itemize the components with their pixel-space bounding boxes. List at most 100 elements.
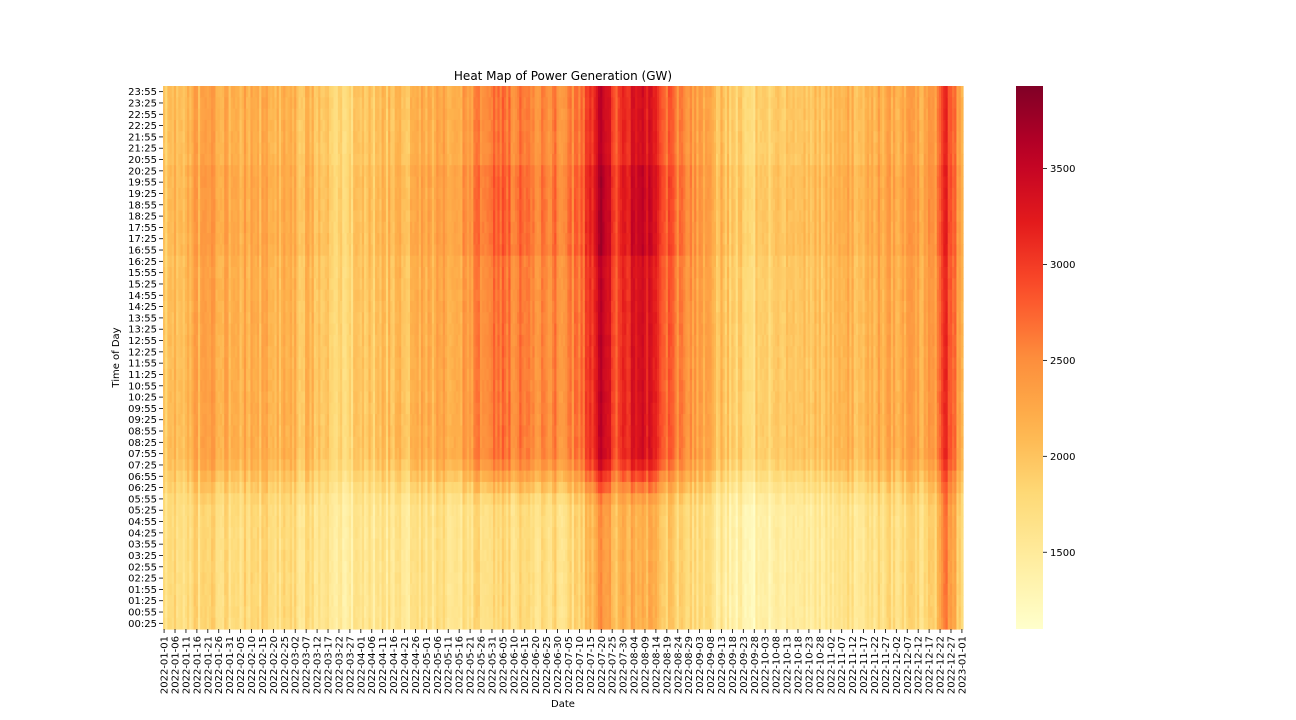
- heatmap-cell: [337, 481, 341, 494]
- heatmap-cell: [222, 255, 225, 268]
- heatmap-cell: [348, 142, 352, 155]
- heatmap-cell: [375, 380, 378, 393]
- heatmap-cell: [368, 233, 372, 245]
- heatmap-cell: [193, 289, 197, 302]
- heatmap-cell: [342, 470, 346, 483]
- heatmap-cell: [237, 414, 241, 426]
- heatmap-cell: [368, 402, 372, 415]
- heatmap-cell: [287, 380, 291, 393]
- heatmap-cell: [294, 221, 297, 234]
- heatmap-cell: [381, 481, 385, 494]
- heatmap-cell: [200, 278, 203, 291]
- heatmap-cell: [272, 187, 276, 200]
- heatmap-cell: [370, 278, 374, 291]
- heatmap-cell: [241, 244, 245, 257]
- heatmap-cell: [202, 278, 206, 291]
- heatmap-cell: [259, 549, 262, 562]
- heatmap-cell: [335, 549, 339, 562]
- heatmap-cell: [296, 583, 300, 596]
- heatmap-cell: [331, 617, 335, 630]
- heatmap-cell: [204, 97, 208, 110]
- heatmap-cell: [313, 470, 317, 483]
- heatmap-cell: [350, 481, 354, 494]
- heatmap-cell: [252, 459, 256, 472]
- heatmap-cell: [228, 595, 232, 607]
- heatmap-cell: [324, 572, 328, 585]
- heatmap-cell: [250, 481, 254, 494]
- heatmap-cell: [259, 595, 262, 607]
- heatmap-cell: [294, 368, 297, 381]
- heatmap-cell: [377, 572, 380, 585]
- heatmap-cell: [256, 527, 260, 540]
- heatmap-cell: [254, 323, 258, 336]
- heatmap-cell: [353, 233, 356, 245]
- heatmap-cell: [283, 300, 287, 313]
- heatmap-cell: [237, 153, 241, 166]
- heatmap-cell: [182, 583, 186, 596]
- heatmap-cell: [388, 459, 391, 472]
- heatmap-cell: [213, 176, 217, 189]
- heatmap-cell: [202, 255, 206, 268]
- heatmap-cell: [252, 255, 256, 268]
- heatmap-cell: [184, 572, 188, 585]
- heatmap-cell: [366, 244, 370, 257]
- heatmap-cell: [285, 391, 289, 404]
- heatmap-cell: [361, 267, 365, 279]
- heatmap-cell: [228, 481, 232, 494]
- heatmap-cell: [324, 391, 328, 404]
- heatmap-cell: [228, 617, 232, 630]
- heatmap-cell: [250, 459, 254, 472]
- heatmap-cell: [285, 267, 289, 279]
- heatmap-cell: [322, 199, 326, 212]
- heatmap-cell: [165, 538, 168, 551]
- heatmap-cell: [182, 323, 186, 336]
- heatmap-cell: [324, 549, 328, 562]
- heatmap-cell: [189, 436, 193, 449]
- heatmap-cell: [331, 436, 335, 449]
- heatmap-cell: [364, 289, 367, 302]
- heatmap-cell: [322, 583, 326, 596]
- heatmap-cell: [261, 312, 265, 325]
- heatmap-cell: [350, 357, 354, 370]
- heatmap-cell: [388, 346, 391, 359]
- heatmap-cell: [353, 131, 356, 144]
- heatmap-cell: [246, 617, 249, 630]
- heatmap-cell: [385, 165, 389, 178]
- heatmap-cell: [361, 86, 365, 98]
- heatmap-cell: [206, 289, 210, 302]
- heatmap-cell: [311, 278, 315, 291]
- heatmap-cell: [163, 470, 166, 483]
- heatmap-cell: [167, 436, 171, 449]
- heatmap-cell: [272, 391, 276, 404]
- heatmap-cell: [180, 97, 184, 110]
- heatmap-cell: [307, 255, 311, 268]
- heatmap-cell: [311, 617, 315, 630]
- heatmap-cell: [204, 165, 208, 178]
- heatmap-cell: [215, 414, 219, 426]
- heatmap-cell: [261, 346, 265, 359]
- heatmap-cell: [265, 380, 269, 393]
- heatmap-cell: [189, 131, 193, 144]
- heatmap-cell: [256, 414, 260, 426]
- heatmap-cell: [346, 119, 350, 132]
- heatmap-cell: [287, 481, 291, 494]
- heatmap-cell: [326, 267, 330, 279]
- heatmap-cell: [211, 538, 214, 551]
- heatmap-cell: [375, 255, 378, 268]
- heatmap-cell: [322, 459, 326, 472]
- heatmap-cell: [307, 278, 311, 291]
- heatmap-cell: [296, 561, 300, 574]
- heatmap-cell: [316, 289, 319, 302]
- heatmap-cell: [329, 312, 332, 325]
- heatmap-cell: [300, 459, 304, 472]
- heatmap-cell: [167, 221, 171, 234]
- heatmap-cell: [206, 165, 210, 178]
- heatmap-cell: [372, 527, 376, 540]
- heatmap-cell: [305, 391, 308, 404]
- heatmap-cell: [316, 86, 319, 98]
- heatmap-cell: [248, 187, 252, 200]
- heatmap-cell: [377, 346, 380, 359]
- heatmap-cell: [364, 583, 367, 596]
- heatmap-cell: [173, 244, 177, 257]
- heatmap-cell: [364, 267, 367, 279]
